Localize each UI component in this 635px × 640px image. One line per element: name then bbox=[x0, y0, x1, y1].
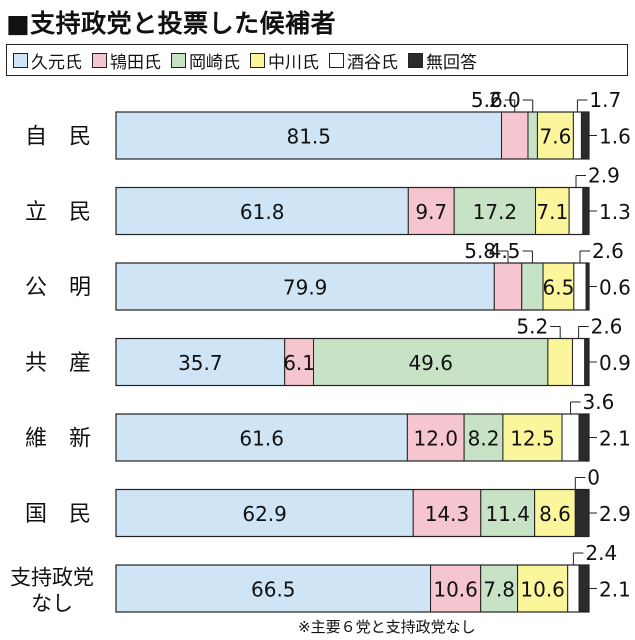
legend-label: 無回答 bbox=[426, 52, 477, 73]
legend-label: 中川氏 bbox=[268, 52, 319, 73]
data-label: 1.3 bbox=[599, 200, 631, 224]
category-label: 自 民 bbox=[25, 125, 91, 150]
bar-segment bbox=[115, 262, 495, 311]
data-label: 61.6 bbox=[239, 427, 284, 451]
bar-segment bbox=[547, 338, 573, 386]
bar-segment bbox=[527, 111, 538, 160]
data-label: 2.4 bbox=[585, 541, 617, 565]
bar-segment bbox=[571, 338, 586, 386]
chart-title: ■支持政党と投票した候補者 bbox=[6, 9, 337, 38]
data-label: 2.1 bbox=[599, 427, 631, 451]
bar-segment bbox=[567, 564, 580, 613]
legend-item: 無回答 bbox=[408, 48, 477, 73]
data-label: 2.6 bbox=[591, 315, 623, 339]
data-label: 12.5 bbox=[510, 427, 555, 451]
data-label: 1.6 bbox=[599, 125, 631, 149]
data-label: 35.7 bbox=[178, 351, 223, 375]
bar-segment bbox=[115, 338, 286, 386]
data-label: 9.7 bbox=[415, 200, 447, 224]
data-label: 66.5 bbox=[251, 578, 296, 602]
data-label: 62.9 bbox=[242, 502, 287, 526]
bar-segment bbox=[574, 489, 590, 537]
legend-swatch bbox=[171, 52, 186, 68]
bar-segment bbox=[578, 413, 590, 462]
legend-swatch bbox=[408, 52, 423, 68]
legend: 久元氏 鴇田氏 岡崎氏 中川氏 酒谷氏 無回答 bbox=[6, 44, 628, 76]
bar-segment bbox=[584, 338, 590, 386]
data-label: 7.6 bbox=[540, 125, 572, 149]
data-label: 14.3 bbox=[425, 502, 470, 526]
data-label: 0.9 bbox=[599, 351, 631, 375]
data-label: 5.6 bbox=[471, 88, 503, 112]
legend-item: 中川氏 bbox=[250, 48, 319, 73]
data-label: 7.1 bbox=[536, 200, 568, 224]
data-label: 2.9 bbox=[599, 502, 631, 526]
category-label: 立 民 bbox=[25, 200, 91, 225]
data-label: 11.4 bbox=[485, 502, 530, 526]
footnote: ※主要６党と支持政党なし bbox=[298, 618, 476, 636]
legend-item: 岡崎氏 bbox=[171, 48, 240, 73]
legend-label: 久元氏 bbox=[31, 52, 82, 73]
data-label: 79.9 bbox=[283, 276, 328, 300]
bar-segment bbox=[578, 564, 590, 613]
bar-segment bbox=[430, 564, 482, 613]
category-label: なし bbox=[31, 592, 73, 616]
bar-segment bbox=[580, 111, 590, 160]
data-label: 3.6 bbox=[583, 390, 615, 414]
data-label: 6.1 bbox=[283, 351, 315, 375]
bar-segment bbox=[561, 413, 580, 462]
data-label: 8.2 bbox=[468, 427, 500, 451]
data-label: 12.0 bbox=[413, 427, 458, 451]
data-label: 5.2 bbox=[516, 315, 548, 339]
data-label: 2.9 bbox=[588, 164, 620, 188]
legend-swatch bbox=[329, 52, 344, 68]
category-label: 支持政党 bbox=[10, 566, 94, 590]
data-label: 4.5 bbox=[489, 239, 521, 263]
data-label: 6.5 bbox=[543, 276, 575, 300]
data-label: 7.8 bbox=[483, 578, 515, 602]
legend-item: 久元氏 bbox=[13, 48, 82, 73]
bar-segment bbox=[463, 413, 504, 462]
bar-segment bbox=[521, 262, 544, 311]
legend-swatch bbox=[92, 52, 107, 68]
legend-label: 岡崎氏 bbox=[189, 52, 240, 73]
data-label: 49.6 bbox=[408, 351, 453, 375]
bar-segment bbox=[500, 111, 529, 160]
legend-label: 酒谷氏 bbox=[347, 52, 398, 73]
data-label: 1.7 bbox=[589, 88, 621, 112]
legend-item: 酒谷氏 bbox=[329, 48, 398, 73]
data-label: 2.6 bbox=[592, 239, 624, 263]
data-label: 61.8 bbox=[240, 200, 285, 224]
bar-segment bbox=[573, 262, 587, 311]
data-label: 10.6 bbox=[520, 578, 565, 602]
data-label: 8.6 bbox=[539, 502, 571, 526]
category-label: 維 新 bbox=[25, 427, 91, 452]
data-label: 0 bbox=[587, 466, 600, 490]
bar-segment bbox=[493, 262, 523, 311]
bar-segment bbox=[572, 111, 582, 160]
data-label: 2.1 bbox=[599, 578, 631, 602]
legend-label: 鴇田氏 bbox=[110, 52, 161, 73]
data-label: 5.8 bbox=[464, 239, 496, 263]
data-label: 0.6 bbox=[599, 276, 631, 300]
data-label: 10.6 bbox=[433, 578, 478, 602]
bar-segment bbox=[542, 262, 575, 311]
bar-segment bbox=[313, 338, 549, 386]
bar-segment bbox=[568, 187, 584, 235]
legend-swatch bbox=[13, 52, 28, 68]
data-label: 2.0 bbox=[489, 88, 521, 112]
bar-segment bbox=[284, 338, 315, 386]
legend-swatch bbox=[250, 52, 265, 68]
data-label: 81.5 bbox=[286, 125, 331, 149]
data-label: 17.2 bbox=[473, 200, 518, 224]
bar-segment bbox=[582, 187, 590, 235]
category-label: 共 産 bbox=[25, 351, 91, 376]
legend-item: 鴇田氏 bbox=[92, 48, 161, 73]
category-label: 公 明 bbox=[25, 276, 91, 301]
category-label: 国 民 bbox=[25, 502, 91, 527]
